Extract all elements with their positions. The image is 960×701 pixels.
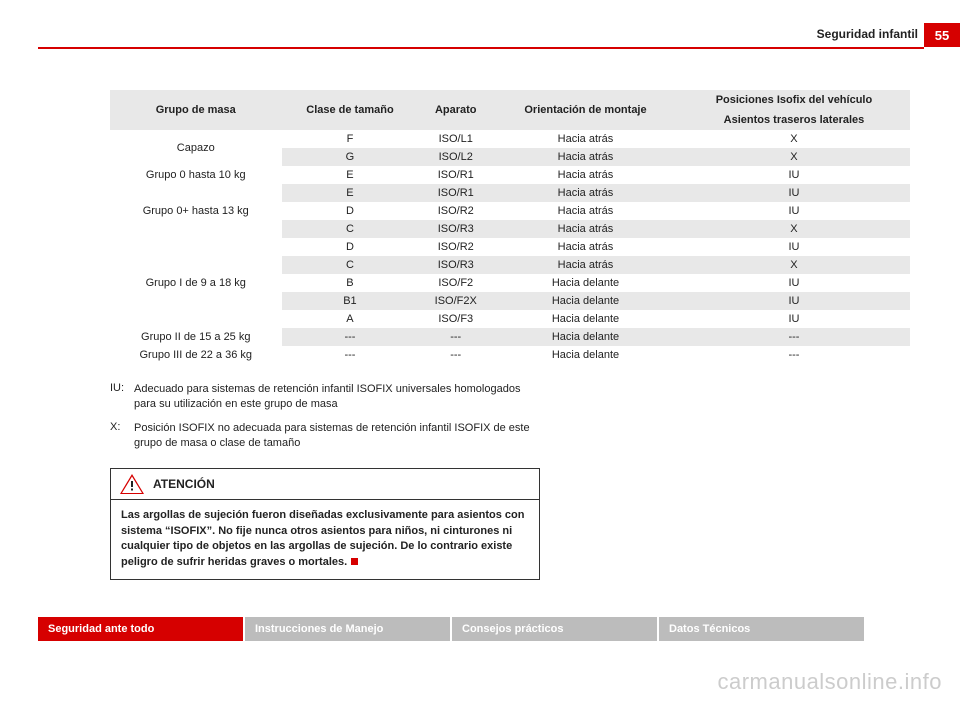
cell: ISO/R3 [418,220,493,238]
table-row: Grupo 0+ hasta 13 kgEISO/R1Hacia atrásIU [110,184,910,202]
cell: IU [678,310,910,328]
th-grupo: Grupo de masa [110,90,282,130]
bottom-nav: Seguridad ante todoInstrucciones de Mane… [38,617,864,641]
cell: X [678,256,910,274]
section-title: Seguridad infantil [817,27,918,41]
cell-grupo: Grupo II de 15 a 25 kg [110,328,282,346]
cell: Hacia atrás [493,256,678,274]
cell: IU [678,292,910,310]
legend: IU: Adecuado para sistemas de retención … [110,382,540,452]
cell: Hacia delante [493,328,678,346]
cell: X [678,148,910,166]
cell: --- [678,346,910,364]
page-number: 55 [924,23,960,47]
cell: ISO/R1 [418,184,493,202]
cell: Hacia delante [493,310,678,328]
cell: Hacia atrás [493,166,678,184]
page-header: Seguridad infantil 55 [0,0,960,60]
cell: C [282,220,419,238]
legend-iu-text: Adecuado para sistemas de retención infa… [134,382,540,413]
cell: E [282,166,419,184]
cell-grupo: Grupo I de 9 a 18 kg [110,238,282,328]
cell: --- [418,328,493,346]
legend-iu-label: IU: [110,382,134,413]
cell-grupo: Capazo [110,130,282,166]
table-body: CapazoFISO/L1Hacia atrásXGISO/L2Hacia at… [110,130,910,364]
th-aparato: Aparato [418,90,493,130]
warning-icon [119,473,145,495]
cell: ISO/R1 [418,166,493,184]
cell: ISO/L1 [418,130,493,148]
cell: Hacia atrás [493,220,678,238]
warning-title: ATENCIÓN [153,477,215,491]
page-container: Seguridad infantil 55 Grupo de masa Clas… [0,0,960,701]
legend-x: X: Posición ISOFIX no adecuada para sist… [110,421,540,452]
th-posiciones-bot: Asientos traseros laterales [678,110,910,130]
end-mark-icon [351,558,358,565]
header-rule [38,47,924,49]
table-header: Grupo de masa Clase de tamaño Aparato Or… [110,90,910,130]
cell: --- [282,346,419,364]
cell: ISO/F2 [418,274,493,292]
table-row: Grupo 0 hasta 10 kgEISO/R1Hacia atrásIU [110,166,910,184]
th-posiciones-top: Posiciones Isofix del vehículo [678,90,910,110]
table-row: Grupo I de 9 a 18 kgDISO/R2Hacia atrásIU [110,238,910,256]
cell: C [282,256,419,274]
isofix-table: Grupo de masa Clase de tamaño Aparato Or… [110,90,910,364]
table-row: CapazoFISO/L1Hacia atrásX [110,130,910,148]
cell: --- [678,328,910,346]
cell: IU [678,274,910,292]
legend-iu: IU: Adecuado para sistemas de retención … [110,382,540,413]
cell: IU [678,238,910,256]
cell: ISO/L2 [418,148,493,166]
cell: ISO/F2X [418,292,493,310]
th-clase: Clase de tamaño [282,90,419,130]
cell: Hacia delante [493,274,678,292]
cell: Hacia delante [493,292,678,310]
content-area: Grupo de masa Clase de tamaño Aparato Or… [110,90,910,580]
legend-x-label: X: [110,421,134,452]
cell: ISO/R2 [418,202,493,220]
cell: D [282,238,419,256]
cell: Hacia atrás [493,238,678,256]
warning-box: ATENCIÓN Las argollas de sujeción fueron… [110,468,540,581]
nav-tab[interactable]: Seguridad ante todo [38,617,243,641]
cell: --- [418,346,493,364]
cell: Hacia delante [493,346,678,364]
cell: X [678,220,910,238]
cell-grupo: Grupo 0+ hasta 13 kg [110,184,282,238]
warning-header: ATENCIÓN [111,469,539,500]
cell: B1 [282,292,419,310]
cell: Hacia atrás [493,130,678,148]
cell: E [282,184,419,202]
cell: --- [282,328,419,346]
table-row: Grupo II de 15 a 25 kg------Hacia delant… [110,328,910,346]
cell: Hacia atrás [493,184,678,202]
cell: D [282,202,419,220]
cell: X [678,130,910,148]
cell: ISO/F3 [418,310,493,328]
cell: IU [678,184,910,202]
th-orientacion: Orientación de montaje [493,90,678,130]
legend-x-text: Posición ISOFIX no adecuada para sistema… [134,421,540,452]
cell-grupo: Grupo III de 22 a 36 kg [110,346,282,364]
nav-tab[interactable]: Datos Técnicos [659,617,864,641]
cell: Hacia atrás [493,148,678,166]
cell-grupo: Grupo 0 hasta 10 kg [110,166,282,184]
cell: ISO/R2 [418,238,493,256]
cell: A [282,310,419,328]
cell: B [282,274,419,292]
table-row: Grupo III de 22 a 36 kg------Hacia delan… [110,346,910,364]
cell: IU [678,166,910,184]
cell: Hacia atrás [493,202,678,220]
cell: F [282,130,419,148]
cell: ISO/R3 [418,256,493,274]
cell: IU [678,202,910,220]
cell: G [282,148,419,166]
nav-tab[interactable]: Instrucciones de Manejo [245,617,450,641]
warning-body: Las argollas de sujeción fueron diseñada… [111,500,539,580]
nav-tab[interactable]: Consejos prácticos [452,617,657,641]
warning-text: Las argollas de sujeción fueron diseñada… [121,509,524,569]
watermark: carmanualsonline.info [717,669,942,695]
